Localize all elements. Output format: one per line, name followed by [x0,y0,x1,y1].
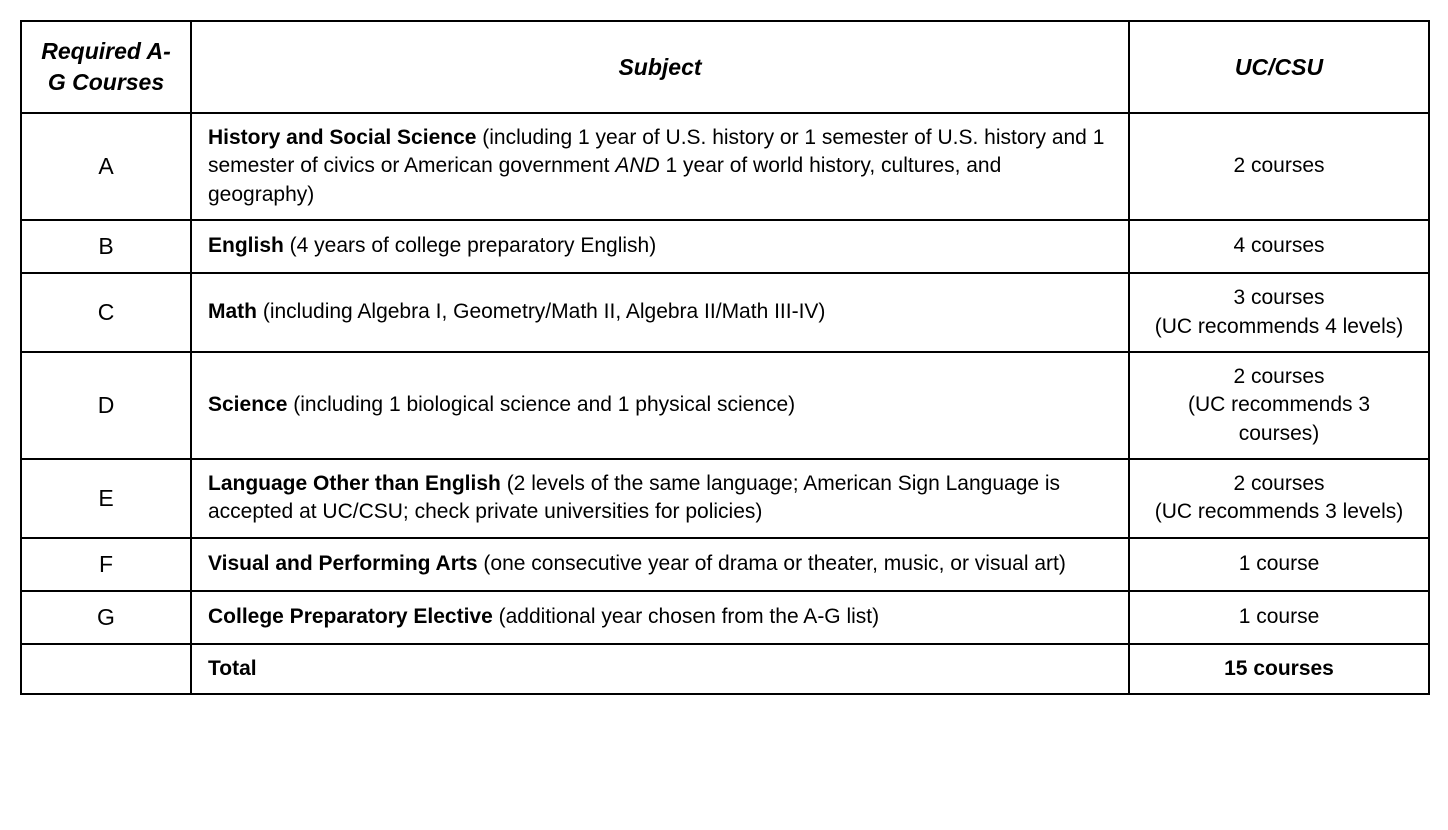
total-courses: 15 courses [1129,644,1429,694]
header-required: Required A-G Courses [21,21,191,113]
uccsu-line: (UC recommends 3 courses) [1146,391,1412,448]
course-uccsu: 3 courses(UC recommends 4 levels) [1129,273,1429,352]
uccsu-line: 2 courses [1146,470,1412,498]
course-letter: E [21,459,191,538]
subject-desc: (one consecutive year of drama or theate… [478,552,1066,575]
uccsu-line: 1 course [1146,550,1412,578]
course-letter: D [21,352,191,459]
course-letter: B [21,220,191,273]
table-row: AHistory and Social Science (including 1… [21,113,1429,220]
table-body: AHistory and Social Science (including 1… [21,113,1429,694]
course-uccsu: 2 courses(UC recommends 3 levels) [1129,459,1429,538]
uccsu-line: 3 courses [1146,284,1412,312]
table-row: FVisual and Performing Arts (one consecu… [21,538,1429,591]
total-label-text: Total [208,657,257,680]
uccsu-line: (UC recommends 4 levels) [1146,313,1412,341]
course-letter: G [21,591,191,644]
subject-title: College Preparatory Elective [208,605,493,628]
course-uccsu: 2 courses(UC recommends 3 courses) [1129,352,1429,459]
course-subject: History and Social Science (including 1 … [191,113,1129,220]
ag-courses-table: Required A-G Courses Subject UC/CSU AHis… [20,20,1430,695]
course-subject: English (4 years of college preparatory … [191,220,1129,273]
uccsu-line: 1 course [1146,603,1412,631]
table-total-row: Total 15 courses [21,644,1429,694]
uccsu-line: 2 courses [1146,363,1412,391]
subject-title: Visual and Performing Arts [208,552,478,575]
total-label: Total [191,644,1129,694]
course-uccsu: 2 courses [1129,113,1429,220]
course-subject: Visual and Performing Arts (one consecut… [191,538,1129,591]
course-uccsu: 1 course [1129,538,1429,591]
header-uccsu: UC/CSU [1129,21,1429,113]
subject-title: Math [208,300,257,323]
subject-title: English [208,234,284,257]
course-letter: F [21,538,191,591]
uccsu-line: 4 courses [1146,232,1412,260]
uccsu-line: 2 courses [1146,152,1412,180]
table-header-row: Required A-G Courses Subject UC/CSU [21,21,1429,113]
table-row: ELanguage Other than English (2 levels o… [21,459,1429,538]
table-row: BEnglish (4 years of college preparatory… [21,220,1429,273]
course-letter: C [21,273,191,352]
course-letter: A [21,113,191,220]
subject-title: Science [208,393,287,416]
course-subject: Math (including Algebra I, Geometry/Math… [191,273,1129,352]
subject-desc: (including Algebra I, Geometry/Math II, … [257,300,825,323]
table-row: DScience (including 1 biological science… [21,352,1429,459]
course-uccsu: 1 course [1129,591,1429,644]
table-row: GCollege Preparatory Elective (additiona… [21,591,1429,644]
subject-desc: (4 years of college preparatory English) [284,234,656,257]
uccsu-line: (UC recommends 3 levels) [1146,498,1412,526]
table-row: CMath (including Algebra I, Geometry/Mat… [21,273,1429,352]
subject-title: History and Social Science [208,126,476,149]
total-courses-text: 15 courses [1224,657,1334,680]
header-subject: Subject [191,21,1129,113]
course-subject: Language Other than English (2 levels of… [191,459,1129,538]
total-letter [21,644,191,694]
course-uccsu: 4 courses [1129,220,1429,273]
subject-title: Language Other than English [208,472,501,495]
course-subject: Science (including 1 biological science … [191,352,1129,459]
subject-desc: (including 1 biological science and 1 ph… [287,393,795,416]
subject-desc: (additional year chosen from the A-G lis… [493,605,879,628]
course-subject: College Preparatory Elective (additional… [191,591,1129,644]
subject-italic: AND [615,154,659,177]
